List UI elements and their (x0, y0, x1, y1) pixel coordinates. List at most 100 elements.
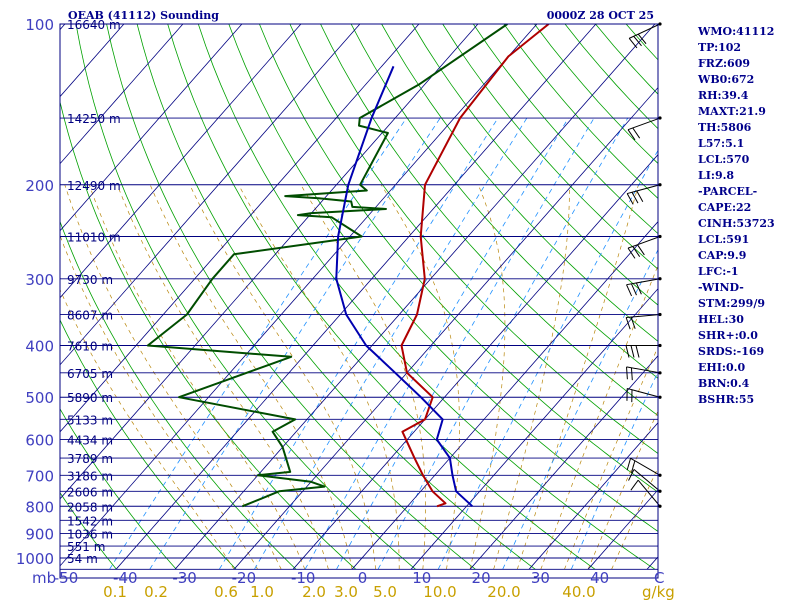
isotherm-line (60, 24, 302, 299)
dry-adiabat-line (442, 24, 658, 270)
mixing-ratio-label: 5.0 (373, 583, 397, 600)
pressure-tick-label: 500 (25, 389, 54, 407)
index-item: TP:102 (698, 41, 742, 54)
dry-adiabat-line (289, 24, 658, 455)
height-label: 3789 m (67, 452, 113, 466)
wind-barb (625, 343, 662, 358)
sounding-profiles (146, 24, 550, 508)
wind-barb (626, 387, 662, 403)
pressure-tick-label: 100 (25, 16, 54, 34)
dry-adiabat-line (60, 319, 237, 570)
height-label: 551 m (67, 540, 105, 554)
isotherm-line (60, 24, 66, 31)
height-label: 6705 m (67, 367, 113, 381)
height-label: 14250 m (67, 112, 121, 126)
moist-adiabat-line (516, 184, 639, 570)
pressure-tick-label: 400 (25, 338, 54, 356)
wind-barb (630, 479, 662, 508)
moist-adiabat-line (238, 184, 400, 570)
dry-adiabat-line (350, 24, 658, 379)
index-item: LCL:591 (698, 233, 750, 246)
wind-barb (626, 277, 662, 297)
temperature-tick-label: 30 (531, 569, 550, 587)
height-label: 7610 m (67, 340, 113, 354)
index-item: LCL:570 (698, 153, 750, 166)
stability-indices-panel: WMO:41112 TP:102 FRZ:609 WB0:672 RH:39.4 MAXT… (698, 24, 798, 408)
pressure-tick-label: 700 (25, 467, 54, 485)
moist-adiabat-line (469, 184, 506, 570)
index-item: -PARCEL- (698, 185, 758, 198)
height-label: 9730 m (67, 273, 113, 287)
isotherm-line (410, 288, 658, 570)
moist-adiabat-line (540, 264, 658, 570)
isotherm-line (115, 24, 597, 570)
moist-adiabats (60, 184, 658, 570)
dry-adiabat-line (60, 491, 117, 570)
chart-timestamp: 0000Z 28 OCT 25 (547, 9, 654, 22)
dry-adiabat-line (106, 24, 476, 570)
wind-barb (625, 312, 662, 330)
temperature-tick-label: 0 (358, 569, 368, 587)
dry-adiabat-line (320, 24, 658, 417)
wind-barb (627, 234, 662, 259)
index-item: BRN:0.4 (698, 377, 750, 390)
isotherm-line (60, 24, 243, 232)
plot-frame (59, 23, 659, 579)
isotherm-line (469, 355, 658, 570)
index-item: LFC:-1 (698, 265, 739, 278)
pressure-tick-label: 800 (25, 498, 54, 516)
chart-title: OEAB (41112) Sounding (68, 9, 219, 22)
isotherm-line (351, 221, 658, 570)
index-item: L57:5.1 (698, 137, 745, 150)
height-labels: 16640 m 14250 m 12490 m 11010 m 9730 m 8607 m… (67, 18, 121, 566)
mixing-ratio-label: 2.0 (302, 583, 326, 600)
temperature-tick-label: 20 (472, 569, 491, 587)
temperature-tick-label: 40 (590, 569, 609, 587)
mixing-ratio-label: 1.0 (250, 583, 274, 600)
parcel-profile-line (335, 65, 474, 508)
moist-adiabat-line (60, 288, 235, 570)
index-item: CINH:53723 (698, 217, 775, 230)
wind-barb (628, 469, 662, 493)
wind-barb (626, 457, 662, 477)
isotherm-line (60, 24, 420, 433)
mixing-ratio-label: 0.2 (144, 583, 168, 600)
isotherm-line (233, 86, 658, 570)
index-item: HEL:30 (698, 313, 744, 326)
index-item: CAP:9.9 (698, 249, 747, 262)
index-item: TH:5806 (698, 121, 752, 134)
isotherm-line (60, 24, 184, 165)
isotherm-line (0, 24, 6, 569)
isotherms (0, 24, 658, 570)
dry-adiabat-line (60, 220, 297, 570)
index-item: SRDS:-169 (698, 345, 765, 358)
moist-adiabat-line (116, 184, 329, 570)
index-item: SHR+:0.0 (698, 329, 758, 342)
temperature-tick-label: -30 (172, 569, 197, 587)
mixing-ratio-label: 40.0 (562, 583, 595, 600)
isotherm-line (292, 153, 658, 570)
index-item: MAXT:21.9 (698, 105, 766, 118)
dry-adiabat-line (0, 24, 57, 569)
index-item: FRZ:609 (698, 57, 751, 70)
wind-barb (628, 22, 662, 49)
temperature-tick-label: -50 (54, 569, 79, 587)
height-label: 16640 m (67, 18, 121, 32)
pressure-axis-unit: mb (32, 569, 56, 587)
index-item: RH:39.4 (698, 89, 749, 102)
mixing-ratio-label: 3.0 (334, 583, 358, 600)
height-label: 5890 m (67, 391, 113, 405)
temperature-tick-label: -40 (113, 569, 138, 587)
dewpoint-profile-line (146, 24, 508, 508)
mixing-ratio-label: 0.6 (214, 583, 238, 600)
mixing-ratio-label: 20.0 (487, 583, 520, 600)
isotherm-line (60, 24, 361, 366)
moist-adiabat-line (564, 346, 658, 570)
height-label: 2606 m (67, 485, 113, 499)
moist-adiabat-line (60, 234, 258, 570)
pressure-tick-label: 200 (25, 177, 54, 195)
isotherm-line (528, 422, 658, 570)
pressure-tick-label: 600 (25, 432, 54, 450)
dry-adiabat-line (167, 24, 596, 570)
